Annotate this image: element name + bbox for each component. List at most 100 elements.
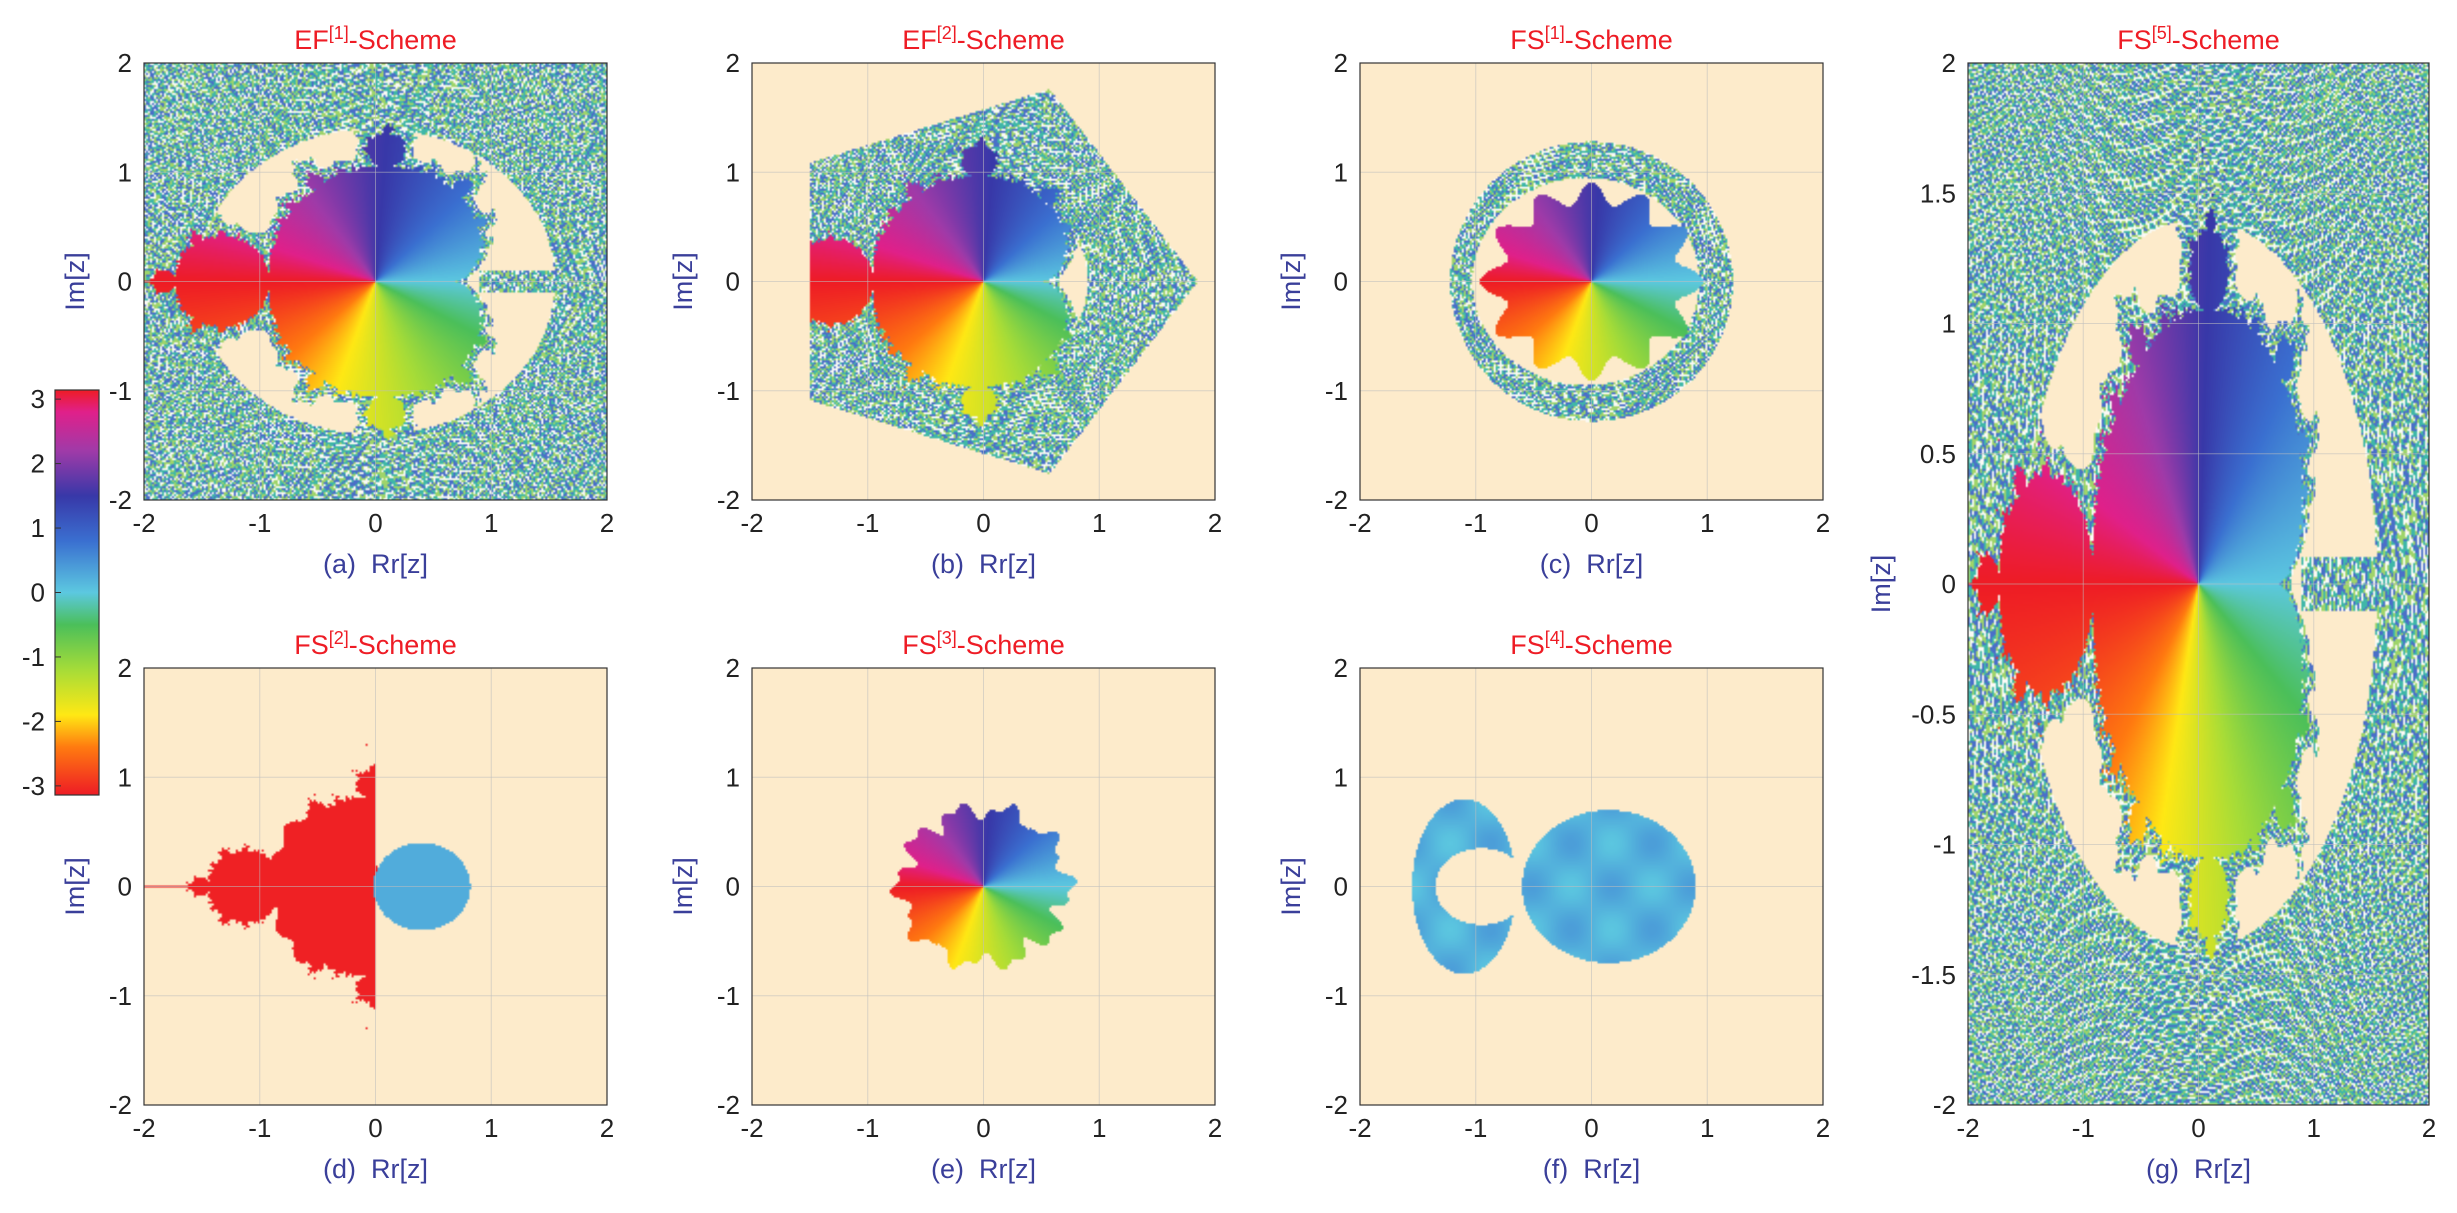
y-tick-label: -1 bbox=[1325, 376, 1348, 406]
panel-title: FS[5]-Scheme bbox=[2117, 23, 2280, 55]
y-tick-label: 2 bbox=[1334, 653, 1348, 683]
panel-c: -2 -1 0 1 2 -2 -1 0 1 2 FS[1]-Scheme (c) Rr[z] Im[z] bbox=[1276, 23, 1830, 579]
y-axis-label: Im[z] bbox=[668, 252, 698, 311]
y-axis-label: Im[z] bbox=[60, 857, 90, 916]
x-tick-label: 2 bbox=[2422, 1113, 2436, 1143]
colorbar-tick-label: 2 bbox=[31, 449, 45, 479]
y-tick-label: 2 bbox=[1334, 48, 1348, 78]
y-axis-label: Im[z] bbox=[1866, 555, 1896, 614]
y-tick-label: 2 bbox=[726, 653, 740, 683]
x-tick-label: 1 bbox=[2307, 1113, 2321, 1143]
y-tick-label: 2 bbox=[118, 48, 132, 78]
y-tick-label: 2 bbox=[726, 48, 740, 78]
panel-g: -2 -1 0 1 2 -2 -1.5 -1 -0.5 0 0.5 1 1.5 2 FS[5]-Scheme… bbox=[1866, 23, 2436, 1184]
x-tick-label: 1 bbox=[484, 1113, 498, 1143]
y-tick-label: -2 bbox=[1325, 1090, 1348, 1120]
x-axis-label: (a) Rr[z] bbox=[323, 549, 428, 579]
y-axis-label: Im[z] bbox=[60, 252, 90, 311]
axes-frame bbox=[1967, 62, 2430, 1106]
x-tick-label: 2 bbox=[1816, 508, 1830, 538]
panel-d: -2 -1 0 1 2 -2 -1 0 1 2 FS[2]-Scheme (d) Rr[z] Im[z] bbox=[60, 628, 614, 1184]
x-tick-label: -1 bbox=[1464, 1113, 1487, 1143]
x-axis-label: (e) Rr[z] bbox=[931, 1154, 1036, 1184]
axes-frame bbox=[1359, 62, 1824, 501]
x-tick-label: 1 bbox=[1700, 508, 1714, 538]
x-tick-label: 1 bbox=[1092, 508, 1106, 538]
colorbar-tick-label: -2 bbox=[22, 706, 45, 736]
x-tick-label: 1 bbox=[1092, 1113, 1106, 1143]
x-tick-label: 0 bbox=[1584, 1113, 1598, 1143]
x-tick-label: -2 bbox=[1348, 508, 1371, 538]
x-axis-label: (d) Rr[z] bbox=[323, 1154, 428, 1184]
x-tick-label: 0 bbox=[2191, 1113, 2205, 1143]
x-tick-label: 0 bbox=[1584, 508, 1598, 538]
x-tick-label: -2 bbox=[740, 1113, 763, 1143]
x-tick-label: 2 bbox=[1816, 1113, 1830, 1143]
y-tick-label: -1.5 bbox=[1911, 960, 1956, 990]
axes-frame bbox=[751, 667, 1216, 1106]
y-tick-label: 1 bbox=[726, 762, 740, 792]
panel-title: FS[3]-Scheme bbox=[902, 628, 1065, 660]
y-tick-label: 0.5 bbox=[1920, 439, 1956, 469]
y-tick-label: -1 bbox=[109, 981, 132, 1011]
y-tick-label: 1 bbox=[1334, 762, 1348, 792]
x-tick-label: 0 bbox=[976, 508, 990, 538]
panel-b: -2 -1 0 1 2 -2 -1 0 1 2 EF[2]-Scheme (b) Rr[z] Im[z] bbox=[668, 23, 1222, 579]
y-tick-label: 1.5 bbox=[1920, 178, 1956, 208]
x-tick-label: 0 bbox=[368, 508, 382, 538]
y-tick-label: -1 bbox=[717, 376, 740, 406]
axes-frame bbox=[751, 62, 1216, 501]
axes-frame bbox=[143, 667, 608, 1106]
x-tick-label: -1 bbox=[856, 1113, 879, 1143]
axes-frame bbox=[1359, 667, 1824, 1106]
y-tick-label: -2 bbox=[717, 485, 740, 515]
y-tick-label: 2 bbox=[118, 653, 132, 683]
y-tick-label: 1 bbox=[1942, 309, 1956, 339]
x-axis-label: (g) Rr[z] bbox=[2146, 1154, 2251, 1184]
axes-frame bbox=[143, 62, 608, 501]
colorbar bbox=[54, 389, 100, 796]
y-tick-label: -2 bbox=[1933, 1090, 1956, 1120]
y-axis-label: Im[z] bbox=[668, 857, 698, 916]
y-tick-label: -1 bbox=[1933, 830, 1956, 860]
x-tick-label: -2 bbox=[132, 508, 155, 538]
x-tick-label: 2 bbox=[600, 1113, 614, 1143]
y-tick-label: 1 bbox=[118, 157, 132, 187]
y-tick-label: 1 bbox=[726, 157, 740, 187]
x-tick-label: 0 bbox=[976, 1113, 990, 1143]
y-tick-label: 0 bbox=[726, 872, 740, 902]
panel-title: FS[4]-Scheme bbox=[1510, 628, 1673, 660]
colorbar-tick-label: 0 bbox=[31, 578, 45, 608]
y-tick-label: -2 bbox=[1325, 485, 1348, 515]
y-axis-label: Im[z] bbox=[1276, 857, 1306, 916]
x-tick-label: 2 bbox=[1208, 1113, 1222, 1143]
x-tick-label: -1 bbox=[2072, 1113, 2095, 1143]
x-tick-label: 1 bbox=[1700, 1113, 1714, 1143]
y-tick-label: -0.5 bbox=[1911, 699, 1956, 729]
x-tick-label: -1 bbox=[1464, 508, 1487, 538]
y-tick-label: 0 bbox=[118, 267, 132, 297]
colorbar-tick-label: 1 bbox=[31, 513, 45, 543]
x-tick-label: 1 bbox=[484, 508, 498, 538]
x-axis-label: (f) Rr[z] bbox=[1543, 1154, 1641, 1184]
x-tick-label: -2 bbox=[1956, 1113, 1979, 1143]
panel-e: -2 -1 0 1 2 -2 -1 0 1 2 FS[3]-Scheme (e) Rr[z] Im[z] bbox=[668, 628, 1222, 1184]
x-tick-label: -2 bbox=[740, 508, 763, 538]
x-tick-label: -1 bbox=[248, 1113, 271, 1143]
y-tick-label: -2 bbox=[717, 1090, 740, 1120]
x-tick-label: 0 bbox=[368, 1113, 382, 1143]
x-axis-label: (c) Rr[z] bbox=[1540, 549, 1644, 579]
y-tick-label: -1 bbox=[717, 981, 740, 1011]
y-tick-label: 0 bbox=[118, 872, 132, 902]
panel-f: -2 -1 0 1 2 -2 -1 0 1 2 FS[4]-Scheme (f) Rr[z] Im[z] bbox=[1276, 628, 1830, 1184]
y-tick-label: 0 bbox=[1334, 267, 1348, 297]
panel-title: EF[1]-Scheme bbox=[294, 23, 457, 55]
colorbar-tick-label: -3 bbox=[22, 771, 45, 801]
x-tick-label: 2 bbox=[1208, 508, 1222, 538]
panel-title: FS[1]-Scheme bbox=[1510, 23, 1673, 55]
y-tick-label: 2 bbox=[1942, 48, 1956, 78]
x-tick-label: -2 bbox=[1348, 1113, 1371, 1143]
x-tick-label: -2 bbox=[132, 1113, 155, 1143]
x-axis-label: (b) Rr[z] bbox=[931, 549, 1036, 579]
